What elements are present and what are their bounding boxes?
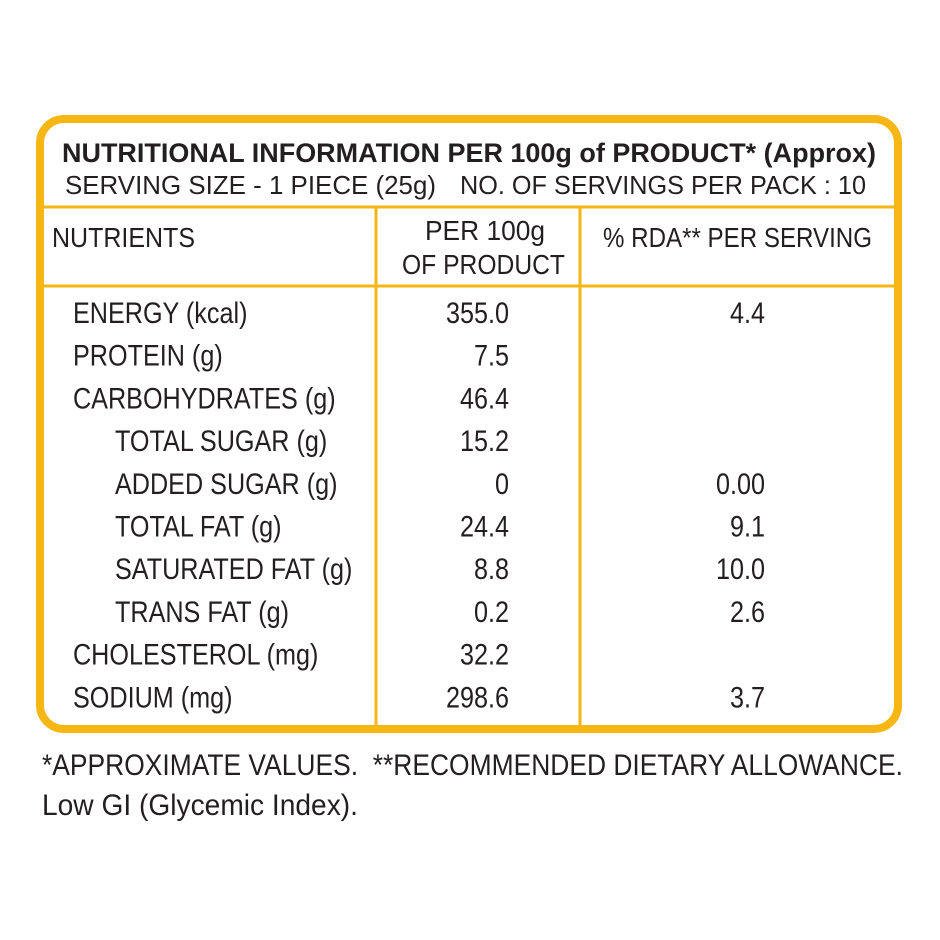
nutrient-name: SODIUM (mg)	[73, 680, 233, 714]
rda-value: 4.4	[730, 296, 765, 330]
serving-size: SERVING SIZE - 1 PIECE (25g)	[65, 170, 436, 200]
per-100g-value: 0	[495, 467, 509, 501]
per-100g-value: 8.8	[474, 552, 509, 586]
per-100g-value: 24.4	[460, 509, 509, 543]
rda-value: 9.1	[730, 509, 765, 543]
rda-value: 2.6	[730, 595, 765, 629]
per-100g-value: 0.2	[474, 595, 509, 629]
per-100g-value: 298.6	[446, 680, 509, 714]
nutrient-name: PROTEIN (g)	[73, 339, 223, 373]
nutrient-name: ADDED SUGAR (g)	[115, 467, 337, 501]
column-header: OF PRODUCT	[402, 249, 565, 280]
nutrient-name: SATURATED FAT (g)	[115, 552, 352, 586]
servings-per-pack: NO. OF SERVINGS PER PACK : 10	[460, 170, 866, 200]
per-100g-value: 46.4	[460, 381, 509, 415]
per-100g-value: 32.2	[460, 638, 509, 672]
rda-value: 10.0	[716, 552, 765, 586]
footnote: *APPROXIMATE VALUES. **RECOMMENDED DIETA…	[42, 749, 903, 782]
nutrient-name: TRANS FAT (g)	[115, 595, 289, 629]
nutrient-name: ENERGY (kcal)	[73, 296, 247, 330]
rda-value: 3.7	[730, 680, 765, 714]
title: NUTRITIONAL INFORMATION PER 100g of PROD…	[62, 138, 876, 168]
nutrient-name: TOTAL SUGAR (g)	[115, 424, 327, 458]
footnote: Low GI (Glycemic Index).	[42, 789, 358, 822]
nutrient-name: TOTAL FAT (g)	[115, 509, 282, 543]
column-header: NUTRIENTS	[52, 222, 195, 253]
nutrient-name: CARBOHYDRATES (g)	[73, 381, 336, 415]
label-border	[36, 115, 902, 733]
column-header: PER 100g	[425, 215, 545, 246]
per-100g-value: 7.5	[474, 339, 509, 373]
rda-value: 0.00	[716, 467, 765, 501]
column-header: % RDA** PER SERVING	[603, 222, 872, 253]
per-100g-value: 355.0	[446, 296, 509, 330]
nutrient-name: CHOLESTEROL (mg)	[73, 638, 318, 672]
per-100g-value: 15.2	[460, 424, 509, 458]
